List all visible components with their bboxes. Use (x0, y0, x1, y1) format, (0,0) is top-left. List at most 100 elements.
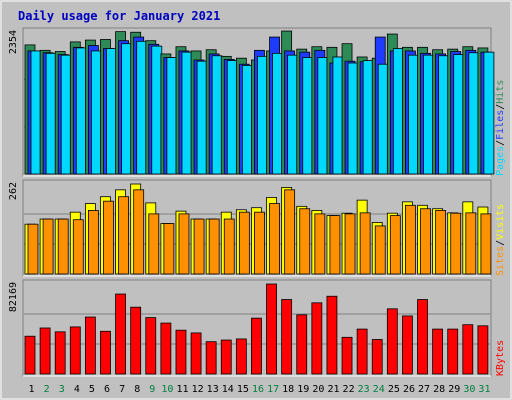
sites-bar (178, 213, 190, 275)
sites-bar (87, 210, 99, 275)
sites-bar (420, 208, 431, 275)
sites-bar (435, 210, 447, 275)
x-tick-label: 1 (29, 384, 35, 395)
x-tick-label: 6 (104, 384, 110, 395)
kbytes-bar (130, 306, 142, 375)
kbytes-bar (145, 317, 157, 375)
pages-bar (241, 65, 253, 175)
x-tick-label: 9 (149, 384, 155, 395)
sites-bar (72, 219, 84, 275)
x-tick-label: 15 (237, 384, 249, 395)
pages-bar (423, 54, 434, 175)
pages-bar (196, 60, 208, 175)
x-tick-label: 21 (327, 384, 339, 395)
x-tick-label: 24 (373, 384, 385, 395)
legend-entry-pages: Pages (495, 146, 506, 176)
sites-bar (163, 223, 175, 275)
legend-entry-hits: Hits (495, 80, 506, 104)
pages-bar (377, 63, 389, 175)
sites-bar (42, 218, 54, 275)
sites-bar (405, 204, 416, 275)
traffic-max-label: 2354 (8, 30, 19, 54)
visitors-legend: Sites/Visits (495, 204, 506, 276)
pages-bar (211, 55, 223, 175)
kbytes-bar (84, 316, 96, 375)
x-tick-label: 27 (418, 384, 430, 395)
kbytes-bar (235, 338, 247, 375)
volume-panel: 82169 KBytes (8, 279, 506, 377)
x-tick-label: 18 (282, 384, 294, 395)
kbytes-bar (251, 317, 262, 375)
pages-bar (30, 50, 42, 175)
kbytes-bar (266, 283, 277, 375)
sites-bar (344, 213, 356, 275)
sites-bar (208, 218, 220, 275)
visitors-max-label: 262 (8, 182, 19, 200)
kbytes-bar (24, 335, 36, 375)
pages-bar (166, 57, 178, 175)
pages-bar (468, 52, 480, 175)
kbytes-bar (356, 328, 368, 375)
x-tick-label: 25 (388, 384, 400, 395)
x-tick-label: 2 (44, 384, 50, 395)
kbytes-bar (326, 295, 338, 375)
visitors-panel: 262 Sites/Visits (8, 179, 506, 277)
kbytes-bar (462, 324, 474, 375)
kbytes-bar (447, 328, 459, 375)
pages-bar (392, 48, 404, 175)
x-tick-label: 12 (192, 384, 204, 395)
volume-legend: KBytes (495, 340, 506, 376)
pages-bar (136, 40, 148, 175)
legend-entry-sites: Sites (495, 246, 506, 276)
sites-bar (284, 189, 296, 275)
pages-bar (257, 55, 268, 175)
pages-bar (90, 50, 102, 175)
x-tick-label: 14 (222, 384, 234, 395)
sites-bar (27, 223, 39, 275)
traffic-legend: Pages/Files/Hits (495, 80, 506, 176)
x-tick-label: 19 (297, 384, 309, 395)
kbytes-bar (220, 339, 232, 375)
kbytes-bar (371, 339, 383, 375)
sites-bar (480, 213, 492, 275)
pages-bar (302, 57, 314, 175)
sites-bar (103, 200, 114, 275)
kbytes-bar (175, 329, 187, 375)
sites-bar (359, 212, 371, 275)
x-tick-label: 22 (343, 384, 355, 395)
pages-bar (151, 45, 163, 175)
chart-title: Daily usage for January 2021 (18, 9, 220, 23)
legend-entry-visits: Visits (495, 204, 506, 240)
x-tick-label: 29 (448, 384, 460, 395)
x-tick-label: 8 (134, 384, 140, 395)
sites-bar (223, 218, 235, 275)
chart-panels: 2354 Pages/Files/Hits 262 Sites/Visits 82169… (8, 27, 506, 377)
sites-bar (450, 212, 462, 275)
x-tick-label: 23 (358, 384, 370, 395)
kbytes-bar (432, 328, 444, 375)
x-tick-label: 31 (478, 384, 490, 395)
kbytes-bar (39, 327, 51, 375)
kbytes-bar (477, 325, 489, 375)
x-tick-label: 16 (252, 384, 264, 395)
sites-bar (238, 211, 250, 275)
kbytes-bar (296, 314, 308, 375)
pages-bar (332, 56, 344, 175)
x-tick-label: 13 (207, 384, 219, 395)
sites-bar (465, 212, 477, 275)
kbytes-bar (100, 330, 111, 375)
x-tick-label: 26 (403, 384, 415, 395)
pages-bar (272, 52, 283, 175)
pages-bar (408, 54, 419, 175)
legend-entry-separator: / (495, 240, 506, 246)
x-tick-label: 4 (74, 384, 80, 395)
pages-bar (121, 43, 132, 175)
pages-bar (45, 52, 57, 175)
kbytes-bar (205, 341, 217, 375)
pages-bar (317, 57, 329, 175)
sites-bar (193, 218, 205, 275)
pages-bar (106, 48, 117, 175)
